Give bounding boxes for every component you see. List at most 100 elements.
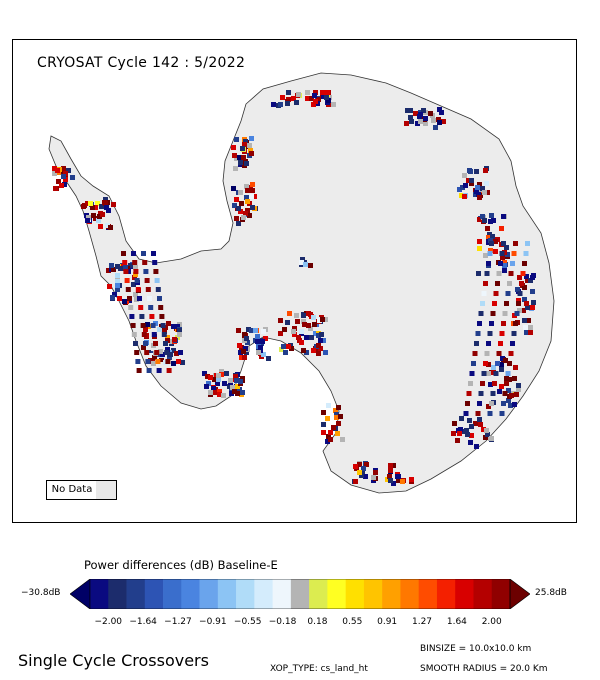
- crossover-bin: [132, 275, 137, 280]
- crossover-bin: [483, 361, 488, 366]
- crossover-bin: [478, 422, 483, 427]
- crossover-bin: [396, 474, 401, 479]
- crossover-bin: [131, 282, 136, 287]
- crossover-bin: [501, 321, 506, 326]
- crossover-bin: [371, 475, 376, 480]
- crossover-bin: [325, 90, 330, 95]
- crossover-bin: [501, 214, 506, 219]
- crossover-bin: [249, 194, 254, 199]
- crossover-bin: [59, 183, 64, 188]
- crossover-bin: [497, 389, 502, 394]
- crossover-bin: [299, 260, 304, 265]
- colorbar-cell: [126, 579, 146, 609]
- crossover-bin: [171, 348, 176, 353]
- crossover-bin: [217, 392, 222, 397]
- crossover-bin: [364, 462, 369, 467]
- crossover-bin: [488, 382, 493, 387]
- crossover-bin: [242, 332, 247, 337]
- crossover-bin: [486, 362, 491, 367]
- crossover-bin: [135, 359, 141, 364]
- crossover-bin: [462, 429, 467, 434]
- crossover-bin: [235, 391, 240, 396]
- crossover-bin: [137, 296, 142, 301]
- crossover-bin: [144, 350, 150, 355]
- crossover-bin: [100, 212, 105, 217]
- crossover-bin: [492, 381, 497, 386]
- crossover-bin: [441, 119, 446, 124]
- crossover-bin: [240, 146, 245, 151]
- crossover-bin: [62, 182, 67, 187]
- crossover-bin: [308, 326, 313, 331]
- crossover-bin: [495, 281, 500, 286]
- crossover-bin: [249, 151, 254, 156]
- crossover-bin: [468, 381, 473, 386]
- crossover-bin: [486, 371, 491, 376]
- crossover-bin: [106, 208, 111, 213]
- crossover-bin: [165, 338, 170, 343]
- crossover-bin: [490, 311, 496, 316]
- crossover-bin: [530, 289, 535, 294]
- crossover-bin: [238, 190, 243, 195]
- crossover-bin: [126, 269, 131, 274]
- crossover-bin: [508, 271, 514, 276]
- crossover-bin: [321, 430, 326, 435]
- crossover-bin: [263, 336, 268, 341]
- crossover-bin: [324, 95, 329, 100]
- crossover-bin: [334, 415, 339, 420]
- crossover-bin: [237, 155, 242, 160]
- crossover-bin: [247, 143, 252, 148]
- crossover-bin: [160, 352, 165, 357]
- crossover-bin: [141, 345, 146, 350]
- map-panel: CRYOSAT Cycle 142 : 5/2022 No Data: [12, 39, 577, 523]
- crossover-bin: [97, 214, 102, 219]
- crossover-bin: [299, 340, 304, 345]
- crossover-bin: [244, 336, 249, 341]
- crossover-bin: [474, 444, 479, 449]
- crossover-bin: [481, 427, 486, 432]
- crossover-bin: [515, 287, 520, 292]
- crossover-bin: [501, 401, 506, 406]
- crossover-bin: [459, 193, 464, 198]
- crossover-bin: [166, 321, 171, 326]
- crossover-bin: [484, 181, 489, 186]
- crossover-bin: [326, 98, 331, 103]
- crossover-bin: [525, 241, 530, 246]
- colorbar-over-arrow: [509, 579, 530, 609]
- crossover-bin: [145, 287, 151, 292]
- crossover-bin: [158, 349, 163, 354]
- crossover-bin: [151, 251, 156, 256]
- crossover-bin: [169, 339, 174, 344]
- crossover-bin: [457, 187, 462, 192]
- crossover-bin: [471, 361, 476, 366]
- crossover-bin: [151, 361, 156, 366]
- crossover-bin: [153, 269, 159, 274]
- crossover-bin: [488, 219, 493, 224]
- crossover-bin: [321, 422, 326, 427]
- crossover-bin: [230, 385, 235, 390]
- crossover-bin: [142, 260, 148, 265]
- crossover-bin: [244, 350, 249, 355]
- crossover-bin: [311, 348, 316, 353]
- crossover-bin: [475, 331, 481, 336]
- crossover-bin: [249, 136, 254, 141]
- plot-caption: Single Cycle Crossovers: [18, 651, 209, 670]
- crossover-bin: [333, 408, 338, 413]
- crossover-bin: [498, 341, 503, 346]
- crossover-bin: [177, 328, 182, 333]
- crossover-bin: [357, 462, 362, 467]
- colorbar-tick-label: 0.91: [377, 617, 398, 627]
- no-data-label: No Data: [46, 480, 98, 500]
- crossover-bin: [177, 332, 182, 337]
- crossover-bin: [477, 321, 482, 326]
- crossover-bin: [357, 470, 362, 475]
- crossover-bin: [240, 390, 245, 395]
- crossover-bin: [261, 352, 266, 357]
- crossover-bin: [245, 188, 250, 193]
- crossover-bin: [233, 166, 238, 171]
- crossover-bin: [301, 348, 306, 353]
- crossover-bin: [353, 464, 358, 469]
- crossover-bin: [517, 308, 522, 313]
- crossover-bin: [415, 121, 420, 126]
- crossover-bin: [489, 321, 494, 326]
- crossover-bin: [85, 201, 90, 206]
